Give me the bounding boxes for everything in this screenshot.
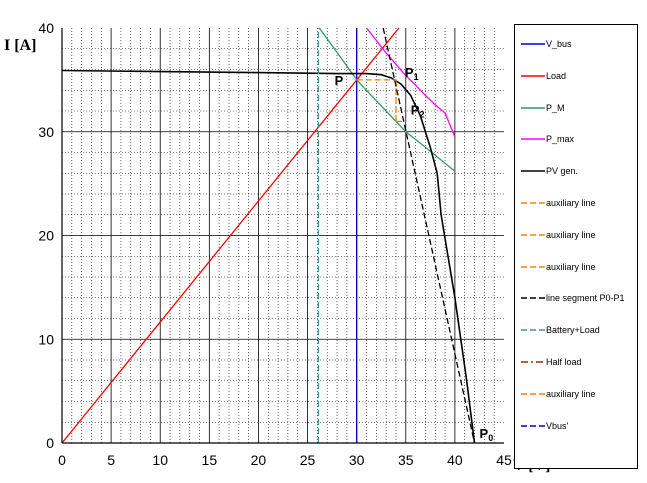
legend-item: V_bus xyxy=(521,37,572,51)
legend-label: PV gen. xyxy=(546,166,579,177)
legend-label: Half load xyxy=(546,357,582,367)
series-8-line xyxy=(382,27,476,444)
legend-swatch xyxy=(521,361,545,363)
legend-swatch xyxy=(521,234,545,236)
legend-label: auxiliary line xyxy=(546,388,596,399)
point-label-p0: P0 xyxy=(480,426,494,443)
legend-item: auxiliary line xyxy=(521,228,596,242)
legend-swatch xyxy=(521,297,545,300)
legend-swatch xyxy=(521,265,545,268)
x-tick-label: 35 xyxy=(398,452,414,468)
x-tick-label: 5 xyxy=(107,452,115,468)
legend-item: PV gen. xyxy=(521,164,578,178)
point-label-p1: P1 xyxy=(405,65,419,82)
legend-swatch xyxy=(521,393,545,395)
legend-item: line segment P0-P1 xyxy=(521,291,625,305)
legend-item: Vbus' xyxy=(521,419,568,433)
point-label-p2: P2 xyxy=(411,102,425,119)
legend-swatch xyxy=(521,43,545,45)
legend-label: Vbus' xyxy=(546,420,569,431)
legend-swatch xyxy=(521,424,545,427)
x-tick-label: 0 xyxy=(58,452,66,468)
legend-swatch xyxy=(521,106,545,109)
legend-item: auxiliary line xyxy=(521,196,596,210)
legend-swatch xyxy=(521,75,545,77)
legend-label: P_max xyxy=(546,134,575,145)
series-layer xyxy=(61,27,476,444)
legend-label: Battery+Load xyxy=(546,325,600,336)
legend-item: Load xyxy=(521,69,566,83)
legend-item: auxiliary line xyxy=(521,387,596,401)
legend-label: line segment P0-P1 xyxy=(546,293,625,304)
x-tick-label: 25 xyxy=(300,452,316,468)
point-annotations: P P1 P2 P0 xyxy=(335,65,494,443)
legend-item: P_M xyxy=(521,101,565,115)
y-tick-label: 40 xyxy=(38,20,54,36)
legend-label: auxiliary line xyxy=(546,229,596,240)
y-tick-label: 30 xyxy=(38,124,54,140)
legend-label: P_M xyxy=(546,102,565,113)
legend-swatch xyxy=(521,329,545,331)
series-1-line xyxy=(61,27,400,444)
x-tick-label: 30 xyxy=(349,452,365,468)
legend: V_bus Load P_M P_max PV gen. auxiliary line au… xyxy=(514,24,638,469)
legend-swatch xyxy=(521,202,545,204)
series-4-line xyxy=(61,69,476,444)
y-tick-label: 0 xyxy=(46,435,54,451)
legend-swatch xyxy=(521,138,545,141)
axes xyxy=(61,28,504,444)
tick-labels: 0 5 10 15 20 25 30 35 40 45 0 10 20 30 40 xyxy=(38,20,512,468)
legend-item: Battery+Load xyxy=(521,323,600,337)
series-2-line xyxy=(318,27,456,172)
legend-item: P_max xyxy=(521,132,574,146)
y-axis-title: I [A] xyxy=(4,37,36,54)
legend-label: Load xyxy=(546,70,567,81)
y-tick-label: 10 xyxy=(38,331,54,347)
x-tick-label: 20 xyxy=(251,452,267,468)
legend-label: V_bus xyxy=(546,39,572,49)
legend-label: auxiliary line xyxy=(546,261,596,272)
point-label-p: P xyxy=(335,73,344,88)
x-tick-label: 10 xyxy=(152,452,168,468)
x-tick-label: 45 xyxy=(496,452,512,468)
y-tick-label: 20 xyxy=(38,228,54,244)
legend-swatch xyxy=(521,170,545,172)
legend-label: auxiliary line xyxy=(546,198,596,208)
x-tick-label: 40 xyxy=(447,452,463,468)
legend-item: Half load xyxy=(521,355,582,369)
series-3-line xyxy=(365,27,456,138)
legend-item: auxiliary line xyxy=(521,260,596,274)
x-tick-label: 15 xyxy=(202,452,218,468)
